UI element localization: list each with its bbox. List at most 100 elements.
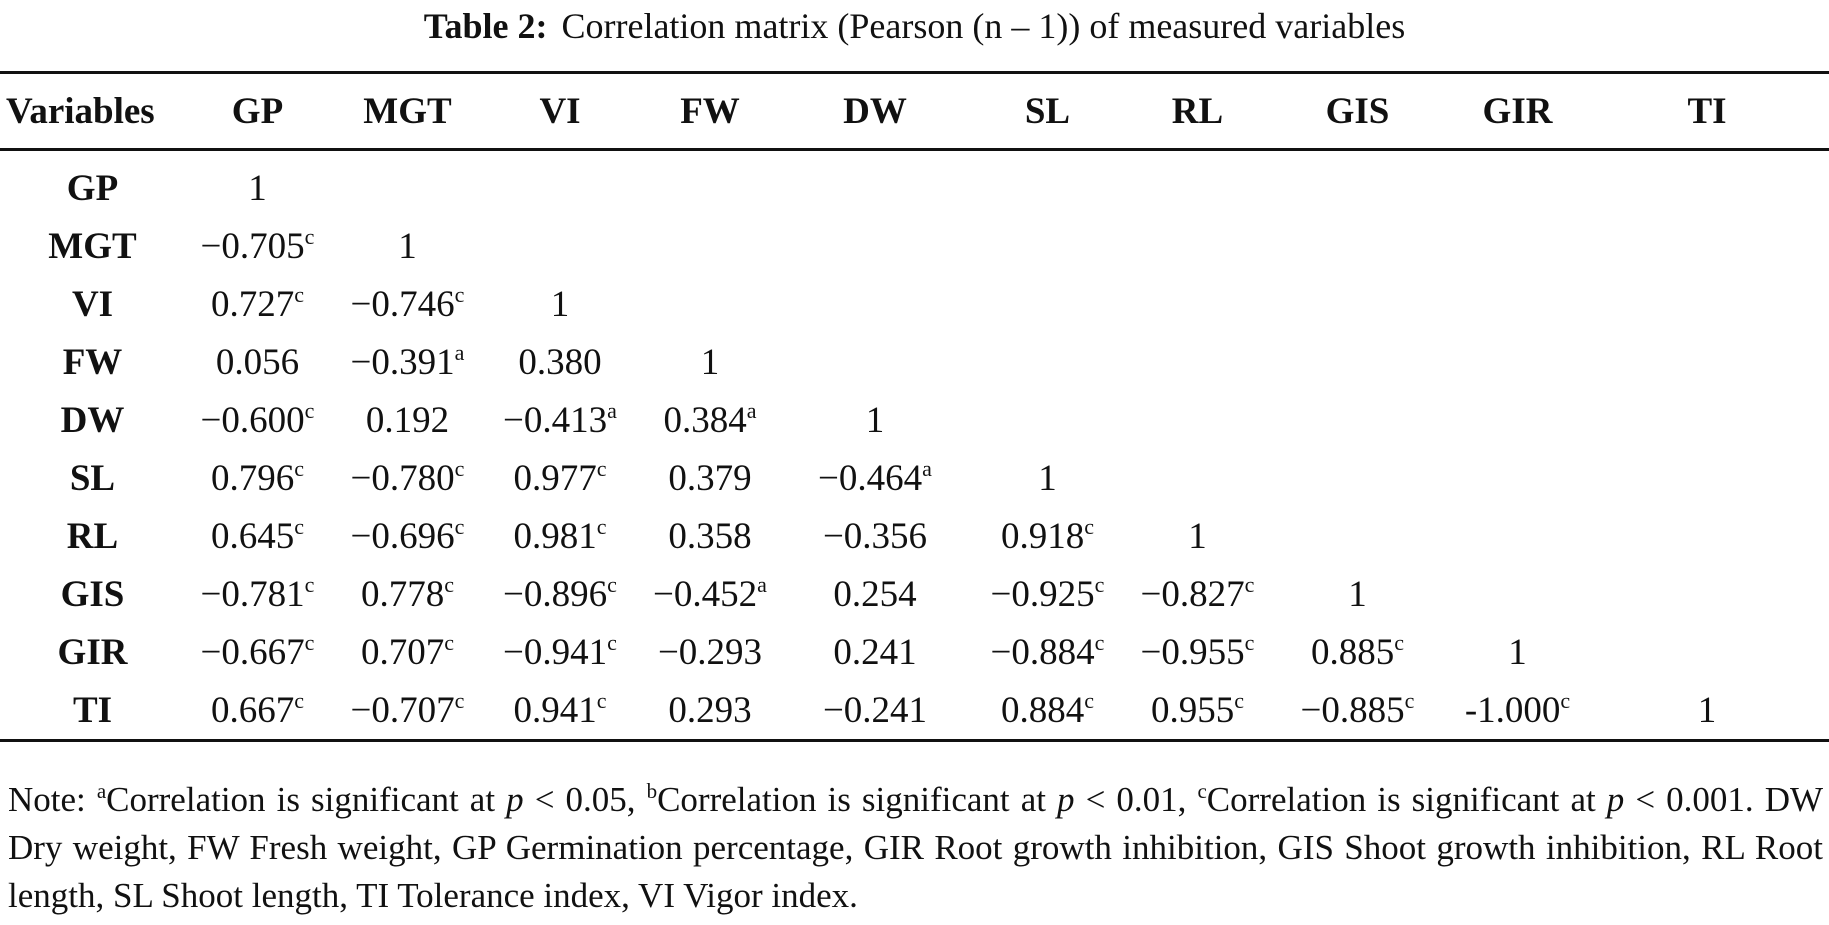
table-row: GIR −0.667c 0.707c −0.941c −0.293 0.241 −0.884…	[0, 623, 1829, 681]
col-header-dw: DW	[843, 90, 907, 132]
table-label: Table 2:	[423, 6, 548, 46]
empty-cell	[785, 333, 965, 391]
col-header-sl: SL	[1024, 90, 1071, 132]
empty-cell	[635, 217, 785, 275]
significance-marker: c	[304, 223, 315, 249]
correlation-value: −0.464	[818, 457, 923, 499]
significance-marker: c	[1560, 687, 1571, 713]
correlation-value: 0.778	[360, 573, 445, 615]
correlation-cell: 1	[1450, 623, 1585, 681]
correlation-cell: −0.696c	[330, 507, 485, 565]
empty-cell	[1130, 391, 1265, 449]
significance-marker: c	[294, 513, 304, 539]
correlation-cell: 1	[1265, 565, 1450, 623]
significance-marker: a	[454, 339, 465, 365]
correlation-cell: 1	[185, 150, 330, 218]
significance-marker: a	[757, 571, 767, 597]
correlation-cell: 0.384a	[635, 391, 785, 449]
correlation-value: −0.941	[503, 631, 608, 673]
correlation-cell: −0.452a	[635, 565, 785, 623]
note-sig-c-text: Correlation is significant at	[1206, 780, 1607, 819]
correlation-cell: −0.746c	[330, 275, 485, 333]
correlation-value: −0.600	[200, 399, 305, 441]
correlation-value: 0.885	[1310, 631, 1395, 673]
empty-cell	[1130, 275, 1265, 333]
correlation-value: −0.705	[200, 225, 305, 267]
correlation-value: 1	[1348, 573, 1367, 615]
significance-marker: c	[304, 397, 315, 423]
correlation-value: 0.707	[360, 631, 445, 673]
significance-marker: c	[1234, 687, 1244, 713]
significance-marker: c	[304, 571, 315, 597]
empty-cell	[1130, 150, 1265, 218]
correlation-cell: 1	[330, 217, 485, 275]
correlation-cell: −0.705c	[185, 217, 330, 275]
row-label: MGT	[48, 225, 137, 267]
note-sig-c-p: p	[1606, 780, 1625, 819]
empty-cell	[965, 391, 1130, 449]
significance-marker: c	[454, 687, 465, 713]
empty-cell	[965, 150, 1130, 218]
correlation-value: 0.293	[668, 689, 752, 731]
correlation-cell: 0.380	[485, 333, 635, 391]
correlation-cell: −0.241	[785, 681, 965, 741]
correlation-cell: 1	[1585, 681, 1829, 741]
significance-marker: c	[607, 571, 617, 597]
correlation-value: −0.707	[350, 689, 455, 731]
significance-marker: c	[1244, 571, 1255, 597]
significance-marker: a	[607, 397, 617, 423]
col-header-gir: GIR	[1482, 90, 1553, 132]
corner-header: Variables	[6, 90, 155, 132]
row-label: SL	[69, 457, 116, 499]
empty-cell	[1585, 391, 1829, 449]
note-mark-b: b	[646, 779, 658, 803]
note-mark-a: a	[96, 779, 107, 803]
significance-marker: c	[454, 281, 465, 307]
correlation-value: 1	[398, 225, 417, 267]
empty-cell	[1585, 275, 1829, 333]
correlation-cell: 0.981c	[485, 507, 635, 565]
note-sig-a-value: < 0.05,	[523, 780, 647, 819]
correlation-cell: 0.884c	[965, 681, 1130, 741]
significance-marker: c	[1404, 687, 1415, 713]
significance-marker: c	[294, 455, 304, 481]
note-sig-b-p: p	[1057, 780, 1075, 819]
correlation-matrix-table: Variables GP MGT VI FW DW SL RL GIS GIR …	[0, 71, 1829, 742]
row-label: FW	[62, 341, 123, 383]
table-row: SL 0.796c −0.780c 0.977c 0.379 −0.464a 1	[0, 449, 1829, 507]
correlation-cell: 0.918c	[965, 507, 1130, 565]
correlation-value: 0.918	[1000, 515, 1085, 557]
correlation-cell: −0.780c	[330, 449, 485, 507]
row-label: DW	[60, 399, 125, 441]
empty-cell	[785, 217, 965, 275]
correlation-value: −0.925	[990, 573, 1095, 615]
correlation-cell: 1	[965, 449, 1130, 507]
correlation-value: −0.356	[822, 515, 928, 557]
correlation-cell: −0.707c	[330, 681, 485, 741]
significance-marker: c	[1394, 629, 1404, 655]
col-header-fw: FW	[680, 90, 740, 132]
correlation-cell: 0.254	[785, 565, 965, 623]
correlation-cell: 0.885c	[1265, 623, 1450, 681]
correlation-cell: 0.941c	[485, 681, 635, 741]
correlation-value: 1	[1508, 631, 1527, 673]
col-header-gis: GIS	[1325, 90, 1390, 132]
empty-cell	[1265, 507, 1450, 565]
significance-marker: c	[444, 571, 454, 597]
empty-cell	[1450, 391, 1585, 449]
correlation-cell: -1.000c	[1450, 681, 1585, 741]
correlation-cell: −0.781c	[185, 565, 330, 623]
correlation-cell: 1	[635, 333, 785, 391]
correlation-value: −0.955	[1140, 631, 1245, 673]
correlation-value: 0.380	[518, 341, 602, 383]
correlation-value: 0.667	[210, 689, 295, 731]
empty-cell	[1450, 150, 1585, 218]
row-label: VI	[71, 283, 114, 325]
correlation-value: 0.977	[513, 457, 597, 499]
empty-cell	[1265, 391, 1450, 449]
note-sig-b-text: Correlation is significant at	[657, 780, 1058, 819]
correlation-cell: 0.241	[785, 623, 965, 681]
correlation-cell: 0.707c	[330, 623, 485, 681]
note-sig-a-p: p	[506, 780, 524, 819]
correlation-cell: 0.667c	[185, 681, 330, 741]
